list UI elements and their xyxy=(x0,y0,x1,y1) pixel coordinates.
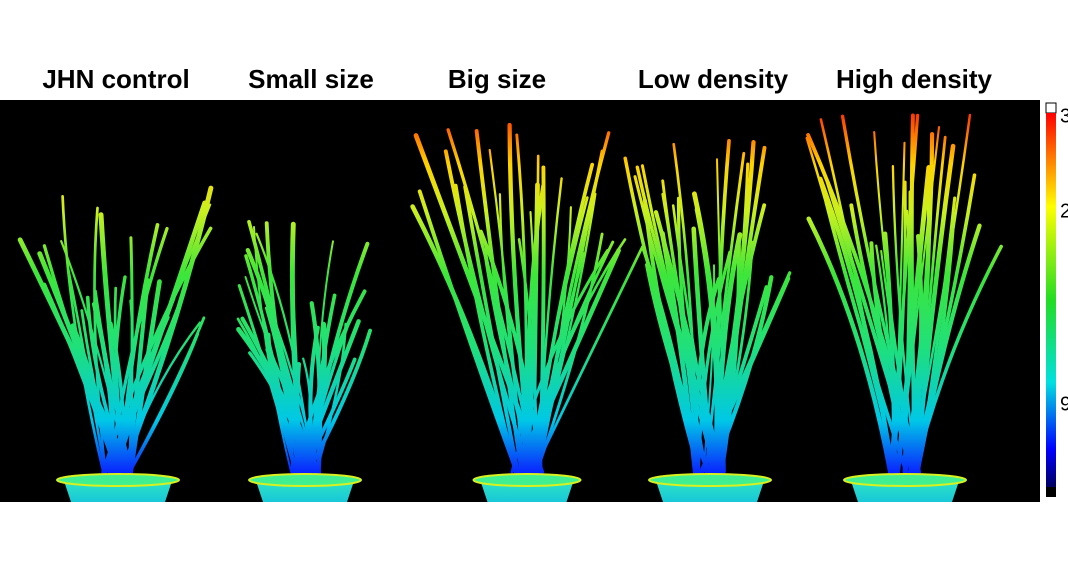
leaf xyxy=(914,143,956,475)
leaf xyxy=(915,223,982,475)
leaf xyxy=(905,209,915,474)
leaf xyxy=(306,328,372,474)
panel-label: Big size xyxy=(448,64,546,94)
leaf xyxy=(892,180,907,474)
leaf xyxy=(103,306,180,474)
leaf xyxy=(671,204,718,474)
leaf xyxy=(531,245,644,474)
pot-rim xyxy=(56,473,180,487)
colorbar-label: 2 xyxy=(1060,200,1068,222)
leaf xyxy=(693,277,721,474)
leaf xyxy=(264,221,307,474)
leaf xyxy=(255,232,313,474)
leaf xyxy=(524,182,540,475)
leaf xyxy=(302,322,350,474)
pot-rim xyxy=(472,473,582,487)
colorbar-gradient xyxy=(1046,113,1056,487)
leaf xyxy=(818,176,895,475)
leaf xyxy=(116,299,134,474)
pot-rim xyxy=(843,473,967,487)
leaf xyxy=(85,295,128,474)
leaf xyxy=(127,332,200,474)
pot-rim xyxy=(248,473,362,487)
leaf xyxy=(316,240,334,473)
leaf xyxy=(240,316,320,474)
colorbar-label: 3 xyxy=(1060,105,1068,127)
leaf xyxy=(676,196,708,474)
leaf xyxy=(413,133,545,475)
colorbar xyxy=(1045,102,1057,497)
colorbar-label: 9 xyxy=(1060,393,1068,415)
leaf xyxy=(453,183,518,474)
colorbar-bottom xyxy=(1046,487,1056,497)
leaf xyxy=(875,244,898,474)
leaf xyxy=(633,175,725,474)
leaf xyxy=(237,284,298,474)
leaf xyxy=(42,282,119,474)
leaf xyxy=(533,131,611,474)
leaf xyxy=(641,246,700,474)
leaf xyxy=(717,145,767,474)
leaf xyxy=(463,185,520,474)
leaf xyxy=(98,212,128,475)
leaf xyxy=(120,321,202,474)
leaf xyxy=(417,189,519,474)
panel-label: JHN control xyxy=(42,64,189,94)
leaf xyxy=(806,216,893,475)
panel-label: Small size xyxy=(248,64,374,94)
leaf xyxy=(908,113,972,474)
leaf xyxy=(107,226,169,474)
panel-label: High density xyxy=(836,64,993,94)
pot-rim xyxy=(648,473,772,487)
plants xyxy=(17,113,1003,502)
panel-label: Low density xyxy=(638,64,789,94)
leaf xyxy=(891,164,918,474)
leaf xyxy=(61,195,105,474)
leaf xyxy=(474,129,524,474)
leaf xyxy=(713,139,731,474)
leaf xyxy=(825,180,919,474)
colorbar-top xyxy=(1045,102,1057,114)
leaf xyxy=(806,133,921,474)
